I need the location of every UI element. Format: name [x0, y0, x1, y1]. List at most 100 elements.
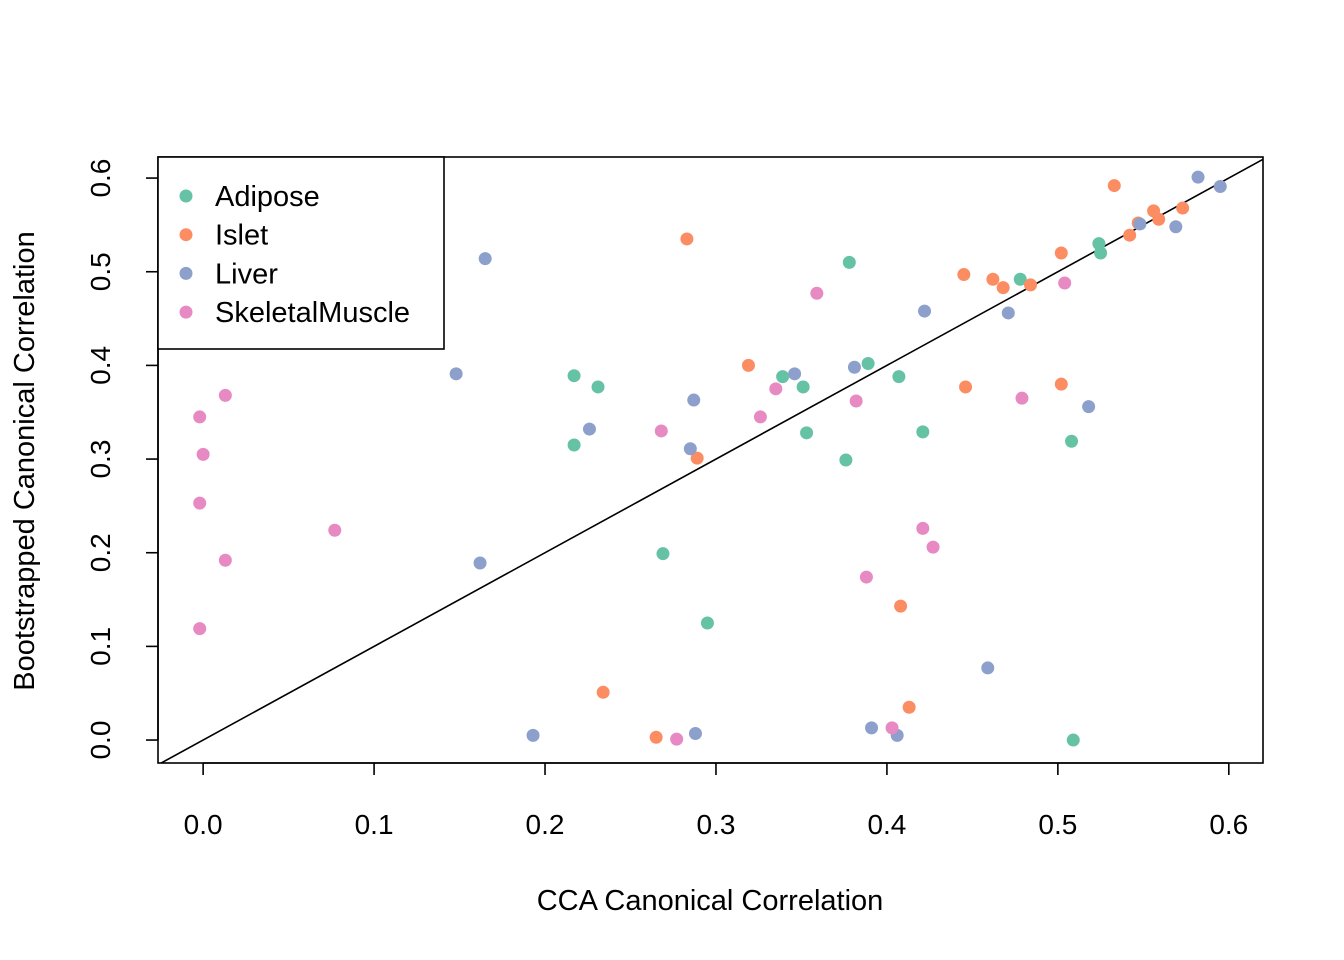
point-skeletalmuscle-2 — [193, 622, 207, 636]
legend-marker-islet — [179, 228, 193, 242]
point-adipose-8 — [839, 453, 853, 467]
point-adipose-1 — [567, 438, 581, 452]
point-skeletalmuscle-0 — [193, 410, 207, 424]
point-adipose-11 — [892, 370, 906, 384]
identity-line — [160, 158, 1264, 764]
legend-marker-liver — [179, 266, 193, 280]
point-islet-0 — [596, 685, 610, 699]
y-tick-label-0: 0.0 — [85, 721, 116, 760]
data-points — [193, 170, 1227, 747]
point-adipose-7 — [800, 426, 814, 440]
point-liver-14 — [1001, 306, 1015, 320]
point-islet-14 — [1107, 179, 1121, 193]
point-skeletalmuscle-10 — [769, 382, 783, 396]
point-adipose-2 — [591, 380, 605, 394]
point-islet-3 — [690, 451, 704, 465]
point-islet-2 — [680, 232, 694, 246]
point-islet-4 — [741, 358, 755, 372]
point-islet-7 — [957, 268, 971, 282]
point-skeletalmuscle-1 — [193, 496, 207, 510]
point-islet-6 — [902, 700, 916, 714]
y-axis: 0.0 0.1 0.2 0.3 0.4 0.5 0.6 — [85, 159, 159, 760]
point-adipose-17 — [1094, 246, 1108, 260]
point-islet-8 — [959, 380, 973, 394]
point-skeletalmuscle-3 — [196, 447, 210, 461]
x-axis: 0.0 0.1 0.2 0.3 0.4 0.5 0.6 — [184, 762, 1248, 840]
x-tick-label-6: 0.6 — [1209, 809, 1248, 840]
point-islet-13 — [1054, 377, 1068, 391]
point-adipose-9 — [842, 255, 856, 269]
point-skeletalmuscle-14 — [885, 721, 899, 735]
x-tick-label-0: 0.0 — [184, 809, 223, 840]
y-tick-label-5: 0.5 — [85, 252, 116, 291]
point-liver-4 — [582, 422, 596, 436]
point-islet-5 — [894, 599, 908, 613]
point-skeletalmuscle-11 — [810, 286, 824, 300]
point-liver-7 — [688, 726, 702, 740]
point-adipose-12 — [916, 425, 930, 439]
point-adipose-5 — [776, 370, 790, 384]
x-tick-label-5: 0.5 — [1038, 809, 1077, 840]
y-tick-label-4: 0.4 — [85, 346, 116, 385]
point-adipose-0 — [567, 369, 581, 383]
point-islet-15 — [1123, 228, 1137, 242]
point-adipose-10 — [861, 357, 875, 371]
point-liver-2 — [478, 252, 492, 266]
point-adipose-15 — [1066, 733, 1080, 747]
x-tick-label-2: 0.2 — [526, 809, 565, 840]
point-islet-1 — [649, 730, 663, 744]
point-islet-18 — [1152, 212, 1166, 226]
point-liver-19 — [1213, 180, 1227, 194]
point-liver-5 — [683, 442, 697, 456]
point-skeletalmuscle-17 — [1015, 391, 1029, 405]
point-liver-13 — [981, 661, 995, 675]
point-liver-8 — [788, 367, 802, 381]
y-tick-label-3: 0.3 — [85, 440, 116, 479]
point-liver-9 — [847, 360, 861, 374]
point-skeletalmuscle-7 — [654, 424, 668, 438]
point-liver-10 — [865, 721, 879, 735]
point-adipose-4 — [700, 616, 714, 630]
point-adipose-6 — [796, 380, 810, 394]
legend-label-skeletalmuscle: SkeletalMuscle — [215, 297, 410, 329]
y-tick-label-6: 0.6 — [85, 159, 116, 198]
point-liver-1 — [473, 556, 487, 570]
point-islet-10 — [996, 281, 1010, 295]
legend-label-liver: Liver — [215, 258, 278, 290]
x-tick-label-3: 0.3 — [697, 809, 736, 840]
point-liver-12 — [918, 304, 932, 318]
point-islet-12 — [1054, 246, 1068, 260]
point-skeletalmuscle-4 — [218, 388, 232, 402]
point-skeletalmuscle-15 — [916, 521, 930, 535]
point-skeletalmuscle-18 — [1058, 276, 1072, 290]
legend-box — [157, 156, 445, 350]
point-islet-11 — [1024, 278, 1038, 292]
y-axis-title: Bootstrapped Canonical Correlation — [9, 231, 41, 690]
point-adipose-3 — [656, 547, 670, 561]
point-liver-15 — [1082, 400, 1096, 414]
x-axis-title: CCA Canonical Correlation — [537, 885, 884, 917]
point-skeletalmuscle-8 — [670, 732, 684, 746]
point-liver-17 — [1169, 220, 1183, 234]
point-liver-0 — [449, 367, 463, 381]
point-skeletalmuscle-16 — [926, 540, 940, 554]
point-skeletalmuscle-6 — [328, 523, 342, 537]
point-islet-19 — [1176, 201, 1190, 215]
legend-label-islet: Islet — [215, 220, 268, 252]
legend-marker-adipose — [179, 189, 193, 203]
point-islet-9 — [986, 272, 1000, 286]
point-liver-6 — [687, 393, 701, 407]
point-skeletalmuscle-13 — [859, 570, 873, 584]
legend-marker-skeletalmuscle — [179, 305, 193, 319]
point-skeletalmuscle-9 — [753, 410, 767, 424]
point-skeletalmuscle-5 — [218, 553, 232, 567]
point-adipose-13 — [1013, 272, 1027, 286]
point-liver-16 — [1133, 217, 1147, 231]
point-liver-3 — [526, 728, 540, 742]
x-tick-label-4: 0.4 — [867, 809, 906, 840]
legend: Adipose Islet Liver SkeletalMuscle — [157, 156, 445, 350]
y-tick-label-1: 0.1 — [85, 627, 116, 666]
legend-label-adipose: Adipose — [215, 181, 320, 213]
point-adipose-14 — [1065, 434, 1079, 448]
